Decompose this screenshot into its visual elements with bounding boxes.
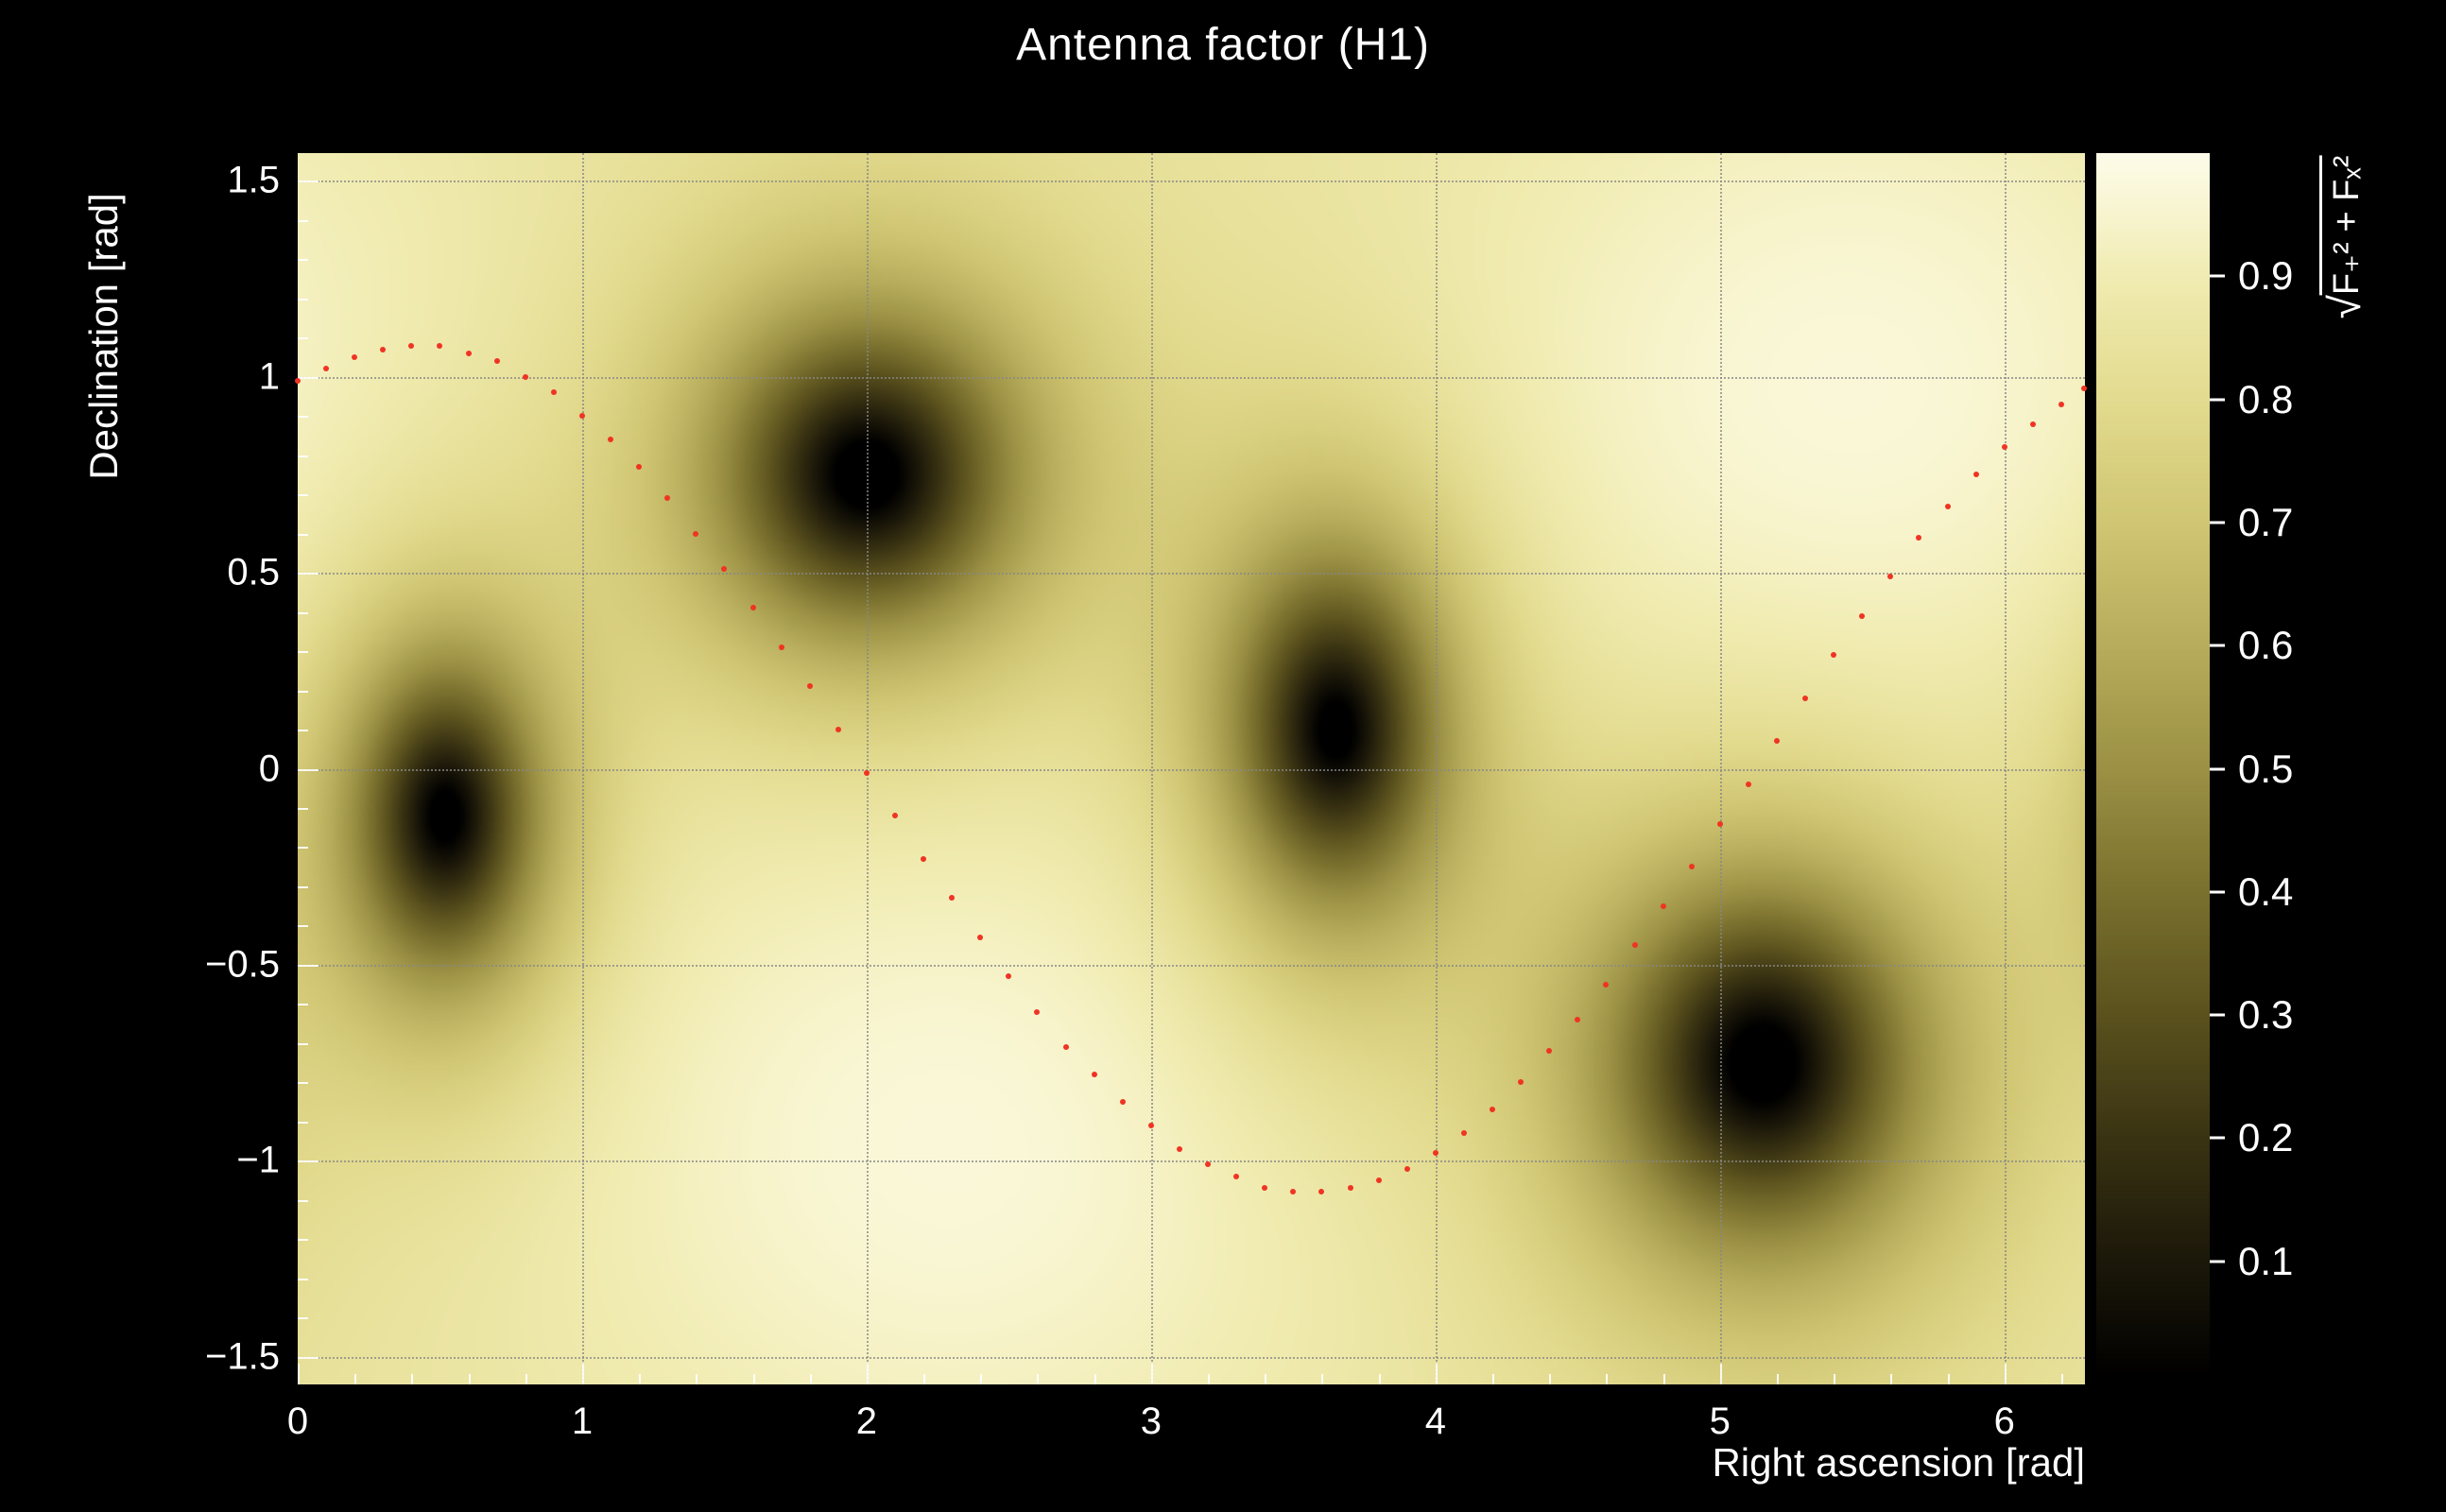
x-tick-label: 3 [1140,1400,1162,1442]
x-tick-label: 5 [1709,1400,1731,1442]
colorbar-tick-label: 0.9 [2238,253,2294,299]
colorbar-tick [2210,644,2225,647]
y-tick-label: −1.5 [205,1335,280,1378]
colorbar-tick [2210,1260,2225,1263]
colorbar-tick-label: 0.4 [2238,868,2294,914]
y-tick-label: −1 [236,1139,280,1181]
x-tick-label: 1 [571,1400,594,1442]
colorbar-tick [2210,274,2225,278]
y-tick-label: 0 [258,747,280,789]
colorbar-tick-label: 0.5 [2238,746,2294,791]
colorbar-tick-label: 0.8 [2238,376,2294,421]
colorbar-tick-label: 0.1 [2238,1238,2294,1283]
x-tick-label: 4 [1424,1400,1446,1442]
colorbar-tick-labels: 0.9 0.8 0.7 0.6 0.5 0.4 0.3 0.2 0.1 [2238,153,2380,1384]
colorbar-tick [2210,521,2225,524]
colorbar-tick-label: 0.3 [2238,992,2294,1038]
plot-area [295,153,2088,1384]
colorbar-tick [2210,890,2225,894]
x-tick-labels: 0 1 2 3 4 5 6 [287,1400,2085,1446]
x-tick-label: 6 [1993,1400,2015,1442]
y-tick-label: 1.5 [227,159,280,201]
x-tick-label: 0 [286,1400,309,1442]
chart-title: Antenna factor (H1) [1016,20,1430,70]
x-axis-label: Right ascension [rad] [1712,1440,2085,1485]
colorbar-tick-label: 0.7 [2238,499,2294,544]
colorbar-title-expression: F₊² + Fₓ² [2319,155,2368,296]
y-tick-label: 1 [258,355,280,398]
y-tick-labels: 1.5 1 0.5 0 −0.5 −1 −1.5 [0,153,280,1384]
colorbar [2096,153,2210,1384]
colorbar-tick [2210,398,2225,402]
y-tick-label: −0.5 [205,943,280,986]
colorbar-tick [2210,1136,2225,1140]
heatmap-canvas [298,153,2085,1384]
colorbar-title: √F₊² + Fₓ² [2319,155,2370,319]
radical-sign: √ [2320,295,2369,319]
colorbar-canvas [2096,153,2210,1384]
colorbar-tick [2210,767,2225,770]
colorbar-ticks [2210,153,2231,1384]
colorbar-tick [2210,1013,2225,1017]
y-tick-label: 0.5 [227,551,280,593]
colorbar-tick-label: 0.6 [2238,623,2294,668]
x-tick-label: 2 [855,1400,878,1442]
colorbar-tick-label: 0.2 [2238,1115,2294,1160]
